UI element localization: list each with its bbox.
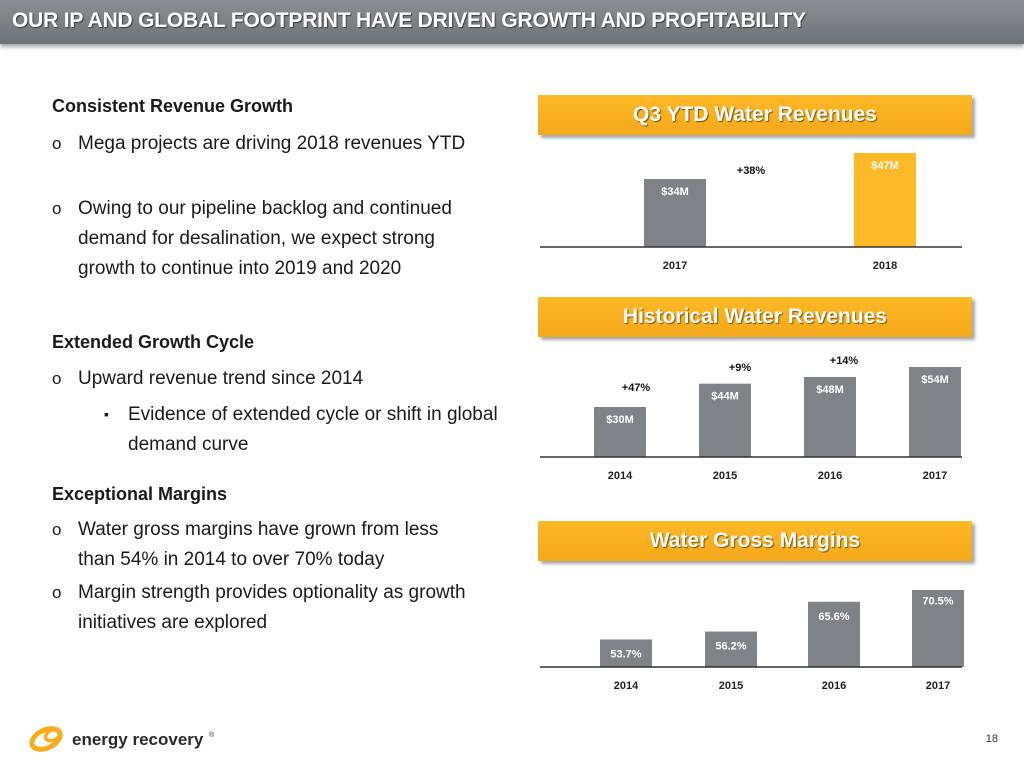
growth-annotation: +9% [729, 362, 752, 374]
bar-2017 [644, 179, 706, 247]
tick-label: 2014 [614, 680, 639, 692]
chart-q3-ytd-water-revenues: $34M 2017 $47M 2018 +38% [540, 153, 962, 272]
bar-2015 [699, 383, 751, 457]
page-number: 18 [985, 733, 998, 745]
energy-recovery-logo: energy recovery ® [29, 726, 215, 752]
data-label: 56.2% [715, 641, 746, 653]
bullet-text: Margin strength provides optionality as … [78, 582, 466, 633]
chart-historical-water-revenues: $30M 2014 $44M 2015 $48M 2016 $54M 2017 +47% +9% +… [540, 355, 962, 482]
chart-title-historical: Historical Water Revenues [538, 297, 972, 337]
tick-label: 2016 [818, 470, 842, 482]
bullet-text: Water gross margins have grown from less… [78, 519, 439, 570]
logo-registered-mark: ® [209, 731, 215, 739]
slide-title: OUR IP AND GLOBAL FOOTPRINT HAVE DRIVEN … [12, 9, 806, 32]
heading-margins: Exceptional Margins [52, 484, 228, 504]
bar-2017 [909, 367, 961, 457]
bullet-glyph: o [52, 369, 62, 388]
bullet-glyph: o [52, 199, 62, 218]
chart-water-gross-margins: 53.7% 2014 56.2% 2015 65.6% 2016 70.5% 2017 [540, 590, 964, 692]
data-label: 65.6% [818, 611, 849, 623]
bar-2015 [705, 631, 757, 667]
bar-2017 [912, 590, 964, 667]
data-label: $34M [661, 186, 689, 198]
bar-2018 [854, 153, 916, 247]
chart-title-q3-ytd: Q3 YTD Water Revenues [538, 95, 972, 135]
tick-label: 2015 [713, 470, 737, 482]
growth-annotation: +47% [622, 382, 651, 394]
growth-annotation: +38% [737, 165, 766, 177]
sub-bullet-glyph: ▪ [104, 406, 109, 422]
tick-label: 2018 [873, 260, 897, 272]
bullet-glyph: o [52, 134, 62, 153]
title-bar: OUR IP AND GLOBAL FOOTPRINT HAVE DRIVEN … [0, 0, 1024, 44]
bar-2014 [594, 407, 646, 457]
tick-label: 2017 [663, 260, 687, 272]
data-label: 53.7% [610, 648, 641, 660]
logo-text: energy recovery [72, 730, 204, 749]
data-label: $54M [921, 374, 949, 386]
tick-label: 2014 [608, 470, 633, 482]
tick-label: 2016 [822, 680, 846, 692]
bullet-text: Mega projects are driving 2018 revenues … [78, 133, 466, 154]
growth-annotation: +14% [830, 355, 859, 367]
logo-swirl-icon [29, 726, 63, 752]
chart-title-text: Water Gross Margins [649, 529, 861, 552]
bullet-text: Upward revenue trend since 2014 [78, 368, 364, 389]
chart-title-text: Historical Water Revenues [622, 305, 888, 328]
data-label: $30M [606, 414, 634, 426]
bullet-text: Owing to our pipeline backlog and contin… [78, 198, 452, 279]
data-label: $48M [816, 384, 844, 396]
bar-2014 [600, 639, 652, 667]
data-label: $44M [711, 391, 739, 403]
bullet-glyph: o [52, 520, 62, 539]
sub-bullet-text: Evidence of extended cycle or shift in g… [128, 404, 498, 455]
bullet-glyph: o [52, 583, 62, 602]
heading-revenue-growth: Consistent Revenue Growth [52, 96, 294, 116]
tick-label: 2017 [926, 680, 950, 692]
tick-label: 2015 [719, 680, 743, 692]
bar-2016 [808, 601, 860, 667]
data-label: $47M [871, 160, 899, 172]
chart-title-margins: Water Gross Margins [538, 521, 972, 561]
heading-growth-cycle: Extended Growth Cycle [52, 332, 255, 352]
data-label: 70.5% [922, 595, 953, 607]
chart-title-text: Q3 YTD Water Revenues [633, 103, 877, 126]
tick-label: 2017 [923, 470, 947, 482]
bar-2016 [804, 377, 856, 457]
